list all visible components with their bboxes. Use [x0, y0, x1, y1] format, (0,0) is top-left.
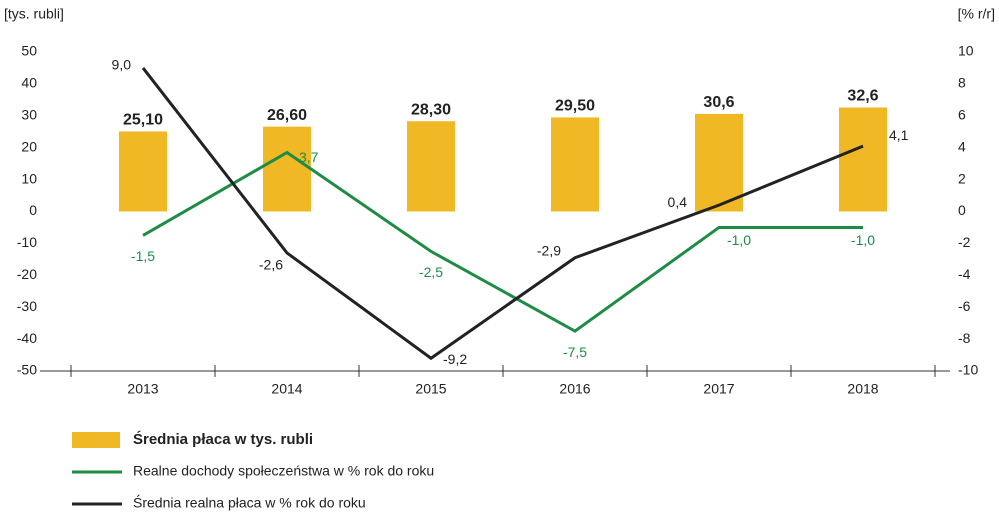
bar	[695, 113, 743, 212]
y-tick-label: -30	[17, 298, 37, 314]
line-value-label: -1,0	[727, 232, 751, 248]
y2-tick-label: 10	[958, 43, 974, 59]
line-value-label: 4,1	[889, 127, 909, 143]
y2-tick-label: 6	[958, 107, 966, 123]
line	[142, 150, 863, 333]
y2-tick-label: -6	[958, 298, 971, 314]
legend-label: Średnia płaca w tys. rubli	[133, 430, 313, 448]
y-tick-label: 50	[21, 43, 37, 59]
y-tick-label: 40	[21, 75, 37, 91]
y-tick-label: -20	[17, 266, 37, 282]
legend-swatch	[72, 432, 120, 448]
x-tick-label: 2013	[127, 381, 158, 397]
y2-tick-label: 0	[958, 202, 966, 218]
y2-axis-label: [% r/r]	[958, 6, 995, 22]
bar-value-label: 28,30	[411, 101, 451, 118]
y-axis-label: [tys. rubli]	[4, 6, 64, 22]
x-tick-label: 2018	[847, 381, 878, 397]
bar-value-label: 32,6	[847, 88, 878, 105]
line-value-label: 0,4	[668, 194, 688, 210]
y2-tick-label: 4	[958, 138, 966, 154]
line-value-label: -7,5	[563, 344, 587, 360]
bar	[551, 117, 599, 212]
y2-tick-label: -10	[958, 362, 978, 378]
y-tick-label: 30	[21, 107, 37, 123]
x-tick-label: 2015	[415, 381, 446, 397]
y2-tick-label: -4	[958, 266, 971, 282]
line-value-label: 9,0	[112, 57, 132, 73]
y2-tick-label: 2	[958, 170, 966, 186]
legend-label: Realne dochody społeczeństwa w % rok do …	[133, 463, 434, 479]
bar	[263, 126, 311, 212]
y2-tick-label: 8	[958, 75, 966, 91]
x-tick-label: 2017	[703, 381, 734, 397]
legend-label: Średnia realna płaca w % rok do roku	[133, 494, 366, 511]
y2-tick-label: -8	[958, 330, 971, 346]
y-tick-label: -50	[17, 362, 37, 378]
bar-value-label: 26,60	[267, 107, 307, 124]
y2-tick-label: -2	[958, 234, 971, 250]
bar-value-label: 29,50	[555, 98, 595, 115]
y-tick-label: -40	[17, 330, 37, 346]
bar-value-label: 30,6	[703, 94, 734, 111]
bar	[839, 107, 887, 212]
x-tick-label: 2016	[559, 381, 590, 397]
bar-value-label: 25,10	[123, 112, 163, 129]
line-value-label: -2,9	[537, 242, 561, 258]
line-value-label: 3,7	[299, 149, 319, 165]
bar	[407, 121, 455, 212]
y-tick-label: 10	[21, 170, 37, 186]
bar	[119, 131, 167, 212]
y-tick-label: 20	[21, 138, 37, 154]
line	[141, 67, 864, 361]
line-value-label: -1,0	[851, 232, 875, 248]
line-value-label: -1,5	[131, 248, 155, 264]
line-value-label: -2,5	[419, 264, 443, 280]
line-value-label: -9,2	[443, 351, 467, 367]
y-tick-label: -10	[17, 234, 37, 250]
y-tick-label: 0	[29, 202, 37, 218]
line-value-label: -2,6	[259, 257, 283, 273]
x-tick-label: 2014	[271, 381, 302, 397]
